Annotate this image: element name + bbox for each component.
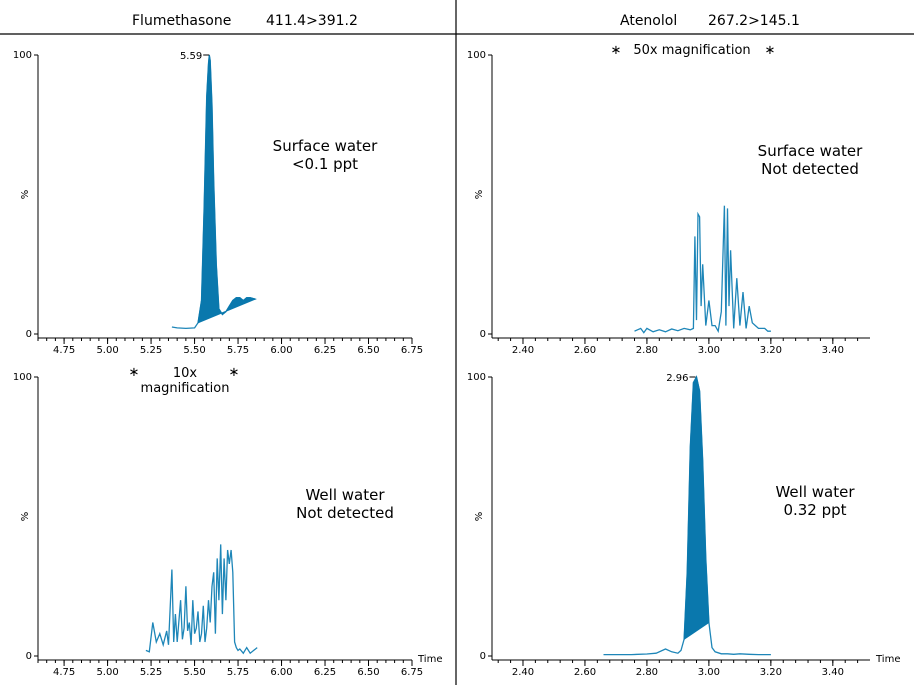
x-tick-label: 3.00: [698, 667, 720, 678]
sample-annotation-line: Not detected: [296, 504, 394, 522]
x-tick-label: 6.00: [270, 345, 292, 356]
x-tick-label: 5.50: [183, 667, 205, 678]
magnification-range-end-marker: ∗: [229, 365, 240, 380]
x-tick-label: 5.50: [183, 345, 205, 356]
panel-flumethasone-well-water: 0 100% 4.75 5.00 5.25 5.50 5.75 6.00 6.25 6.50 6.7…: [13, 365, 443, 678]
x-tick-label: 6.50: [357, 667, 379, 678]
x-tick-label: 6.75: [401, 667, 423, 678]
x-tick-label: 3.20: [760, 667, 782, 678]
integrated-peak-area: [683, 375, 710, 641]
peak-retention-label: 5.59: [180, 51, 202, 62]
x-tick-label: 2.80: [636, 345, 658, 356]
x-tick-label: 5.00: [96, 667, 118, 678]
y-tick-label: 100: [467, 50, 486, 61]
x-tick-label: 5.25: [140, 345, 162, 356]
x-tick-label: 6.25: [314, 667, 336, 678]
peak-retention-label: 2.96: [666, 373, 688, 384]
x-tick-label: 5.00: [96, 345, 118, 356]
y-tick-label: 0: [26, 329, 32, 340]
panel-atenolol-well-water: 0 100% 2.40 2.60 2.80 3.00 3.20 3.40 Time 2.96 Wel…: [467, 372, 901, 678]
x-tick-label: 2.60: [574, 667, 596, 678]
magnification-range-start-marker: ∗: [611, 43, 622, 58]
x-tick-label: 5.75: [227, 345, 249, 356]
x-tick-label: 2.60: [574, 345, 596, 356]
y-tick-label: 100: [13, 50, 32, 61]
sample-annotation-line: <0.1 ppt: [292, 155, 358, 173]
magnification-label: 50x magnification: [633, 43, 750, 58]
x-tick-label: 3.00: [698, 345, 720, 356]
magnification-label: magnification: [141, 381, 230, 396]
y-axis-label: %: [474, 512, 485, 522]
sample-annotation-line: Well water: [775, 483, 855, 501]
y-tick-label: 0: [480, 329, 486, 340]
right-header-transition: 267.2>145.1: [708, 13, 800, 29]
x-tick-label: 3.20: [760, 345, 782, 356]
y-axis-label: %: [20, 190, 31, 200]
x-tick-label: 4.75: [53, 667, 75, 678]
sample-annotation-line: Not detected: [761, 160, 859, 178]
panel-flumethasone-surface-water: 0 100% 4.75 5.00 5.25 5.50 5.75 6.00 6.25 6.50 6.7…: [13, 50, 423, 356]
sample-annotation-line: Surface water: [273, 137, 378, 155]
y-axis-label: %: [20, 512, 31, 522]
x-axis-label: Time: [875, 654, 900, 665]
x-tick-label: 6.50: [357, 345, 379, 356]
y-axis-label: %: [474, 190, 485, 200]
x-tick-label: 3.40: [822, 667, 844, 678]
chromatogram-trace: [634, 205, 771, 334]
sample-annotation-line: Surface water: [758, 142, 863, 160]
y-tick-label: 100: [13, 372, 32, 383]
x-tick-label: 5.75: [227, 667, 249, 678]
x-axis-label: Time: [417, 654, 442, 665]
magnification-range-start-marker: ∗: [129, 365, 140, 380]
x-tick-label: 5.25: [140, 667, 162, 678]
x-tick-label: 4.75: [53, 345, 75, 356]
panel-atenolol-surface-water: 0 100% 2.40 2.60 2.80 3.00 3.20 3.40 Surface wat…: [467, 43, 870, 356]
x-tick-label: 6.75: [401, 345, 423, 356]
y-tick-label: 0: [480, 651, 486, 662]
magnification-range-end-marker: ∗: [765, 43, 776, 58]
x-tick-label: 6.00: [270, 667, 292, 678]
left-header-transition: 411.4>391.2: [266, 13, 358, 29]
y-tick-label: 0: [26, 651, 32, 662]
x-tick-label: 6.25: [314, 345, 336, 356]
left-header-compound: Flumethasone: [132, 13, 231, 29]
right-header-compound: Atenolol: [620, 13, 677, 29]
sample-annotation-line: 0.32 ppt: [783, 501, 846, 519]
x-tick-label: 2.40: [512, 667, 534, 678]
chromatogram-trace: [145, 544, 258, 655]
sample-annotation-line: Well water: [305, 486, 385, 504]
x-tick-label: 2.80: [636, 667, 658, 678]
magnification-label: 10x: [173, 366, 198, 381]
x-tick-label: 2.40: [512, 345, 534, 356]
integrated-peak-area: [197, 54, 257, 324]
y-tick-label: 100: [467, 372, 486, 383]
x-tick-label: 3.40: [822, 345, 844, 356]
